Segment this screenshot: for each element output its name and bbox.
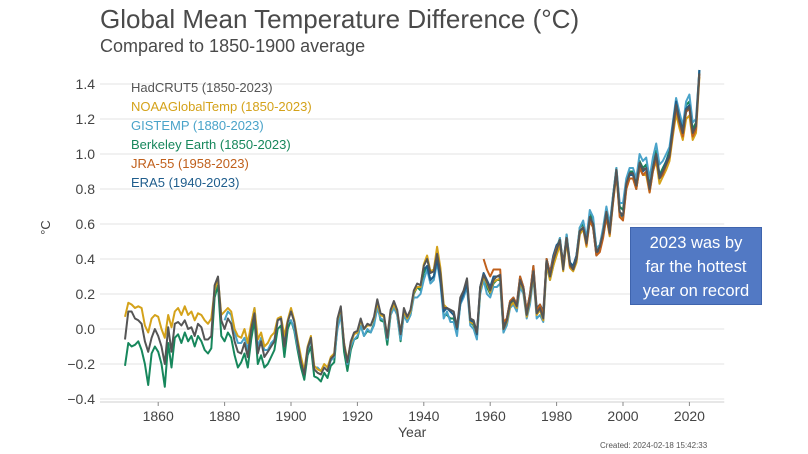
created-timestamp: Created: 2024-02-18 15:42:33 (600, 441, 708, 450)
y-tick-label: 0.0 (76, 321, 96, 337)
chart-title: Global Mean Temperature Difference (°C) (100, 4, 580, 34)
y-tick-label: 1.4 (76, 76, 96, 92)
y-tick-label: 1.2 (76, 111, 96, 127)
x-tick-label: 2020 (674, 408, 705, 424)
y-tick-label: 1.0 (76, 146, 96, 162)
legend-item-berkeley-earth: Berkeley Earth (1850-2023) (131, 137, 291, 152)
x-tick-label: 1980 (541, 408, 572, 424)
y-axis-label: °C (37, 220, 53, 235)
x-tick-label: 1940 (408, 408, 439, 424)
series-line-hadcrut5 (124, 73, 701, 376)
x-axis-label: Year (398, 424, 427, 440)
x-tick-label: 1880 (209, 408, 240, 424)
y-tick-label: −0.2 (67, 356, 95, 372)
x-tick-label: 1920 (342, 408, 373, 424)
legend: HadCRUT5 (1850-2023) NOAAGlobalTemp (185… (131, 78, 312, 192)
legend-item-era5: ERA5 (1940-2023) (131, 175, 240, 190)
y-tick-label: 0.8 (76, 181, 96, 197)
annotation-box: 2023 was by far the hottest year on reco… (630, 227, 762, 305)
legend-item-hadcrut5: HadCRUT5 (1850-2023) (131, 80, 273, 95)
y-tick-label: 0.4 (76, 251, 96, 267)
x-tick-label: 1900 (275, 408, 306, 424)
legend-item-gistemp: GISTEMP (1880-2023) (131, 118, 264, 133)
annotation-line: year on record (642, 282, 750, 300)
legend-item-jra55: JRA-55 (1958-2023) (131, 156, 249, 171)
x-tick-label: 2000 (607, 408, 638, 424)
annotation-line: 2023 was by (649, 234, 743, 252)
x-tick-label: 1860 (143, 408, 174, 424)
annotation-line: far the hottest (645, 258, 747, 276)
legend-item-noaaglobaltemp: NOAAGlobalTemp (1850-2023) (131, 99, 312, 114)
x-tick-label: 1960 (475, 408, 506, 424)
chart-subtitle: Compared to 1850-1900 average (100, 36, 366, 56)
y-tick-label: −0.4 (67, 391, 95, 407)
y-tick-label: 0.2 (76, 286, 96, 302)
y-tick-label: 0.6 (76, 216, 96, 232)
